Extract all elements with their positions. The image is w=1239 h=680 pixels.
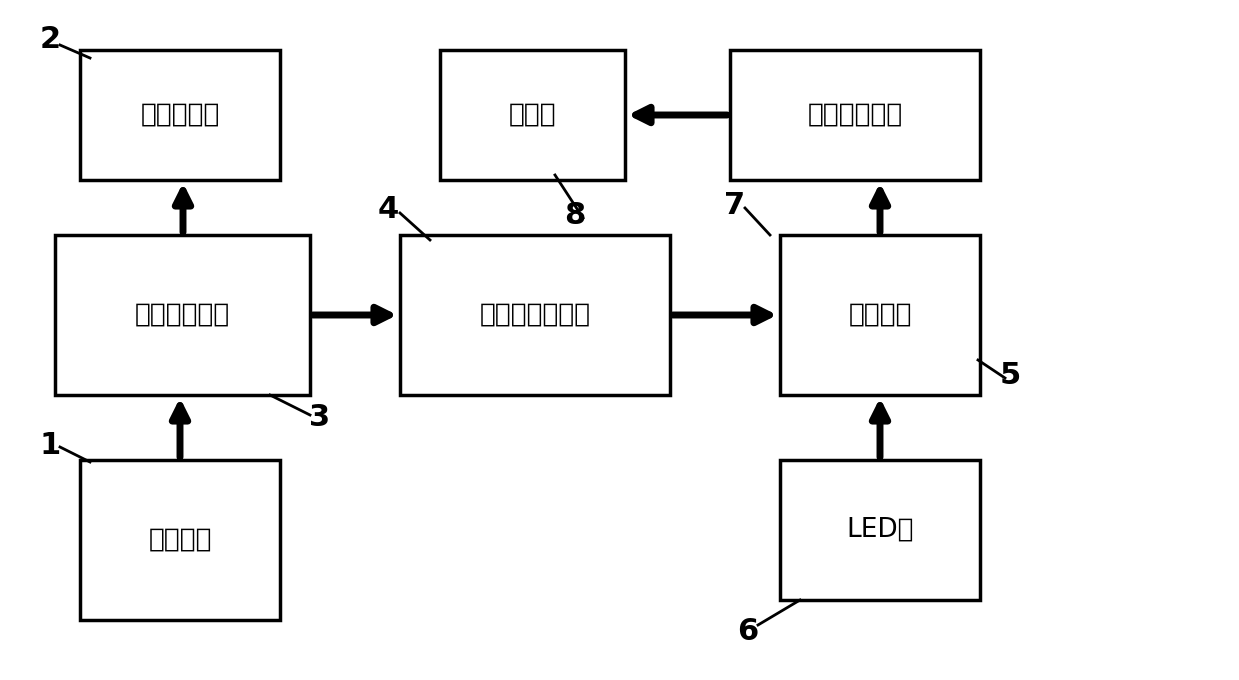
Text: 漏液监测模块: 漏液监测模块 [135,302,230,328]
Bar [781,460,980,600]
Text: 8: 8 [565,201,586,230]
Bar [81,460,280,620]
Text: 4: 4 [378,196,399,224]
Text: 5: 5 [1000,360,1021,390]
Text: 报警模块: 报警模块 [849,302,912,328]
Bar [400,235,670,395]
Text: 漏液传感器: 漏液传感器 [140,102,219,128]
Bar [781,235,980,395]
Bar [55,235,310,395]
Text: 6: 6 [737,617,758,647]
Text: 扬声器: 扬声器 [509,102,556,128]
Text: 电源模块: 电源模块 [149,527,212,553]
Bar [730,50,980,180]
Bar [81,50,280,180]
Text: 继电器驱动模块: 继电器驱动模块 [479,302,591,328]
Text: 声音驱动模块: 声音驱动模块 [808,102,903,128]
Text: 3: 3 [310,403,331,432]
Bar [440,50,624,180]
Text: LED灯: LED灯 [846,517,913,543]
Text: 7: 7 [725,190,746,220]
Text: 1: 1 [40,430,61,460]
Text: 2: 2 [40,25,61,54]
